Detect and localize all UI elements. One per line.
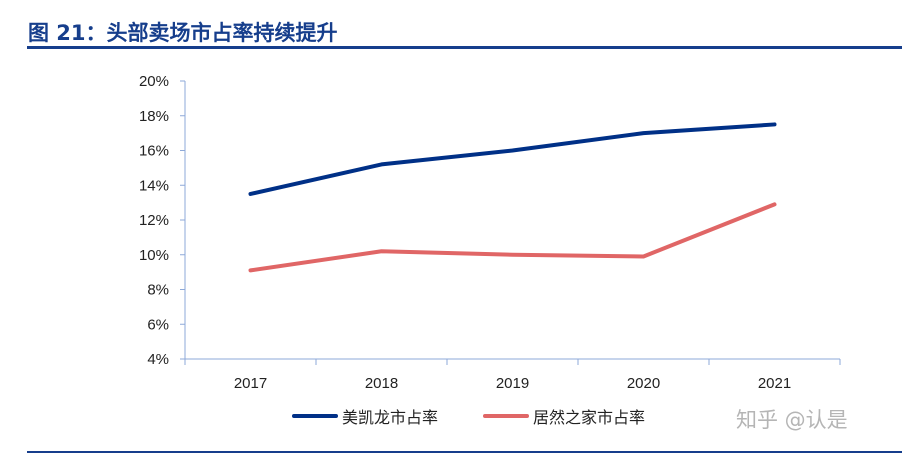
y-tick-label: 18% [139, 108, 169, 125]
x-tick-label: 2019 [496, 375, 529, 392]
series-line-1 [248, 202, 777, 273]
series-line-0 [248, 122, 777, 196]
y-tick-label: 6% [147, 316, 169, 333]
legend-item-1: 居然之家市占率 [483, 404, 645, 428]
legend-label: 居然之家市占率 [533, 408, 646, 427]
y-tick-label: 16% [139, 143, 169, 160]
y-tick-label: 20% [139, 73, 169, 90]
legend-swatch [483, 414, 529, 418]
watermark: 知乎 @认是 [736, 408, 848, 432]
legend-label: 美凯龙市占率 [342, 408, 439, 427]
chart-title: 图 21：头部卖场市占率持续提升 [28, 21, 338, 45]
x-tick-label: 2018 [365, 375, 398, 392]
y-tick-label: 14% [139, 177, 169, 194]
legend-item-0: 美凯龙市占率 [292, 404, 438, 428]
y-tick-label: 8% [147, 282, 169, 299]
x-tick-label: 2020 [627, 375, 660, 392]
x-tick-label: 2021 [758, 375, 791, 392]
y-tick-label: 12% [139, 212, 169, 229]
x-tick-label: 2017 [234, 375, 267, 392]
y-tick-label: 10% [139, 247, 169, 264]
y-tick-label: 4% [147, 351, 169, 368]
legend-swatch [292, 414, 338, 418]
bottom-divider [27, 451, 902, 453]
title-divider [27, 46, 902, 49]
